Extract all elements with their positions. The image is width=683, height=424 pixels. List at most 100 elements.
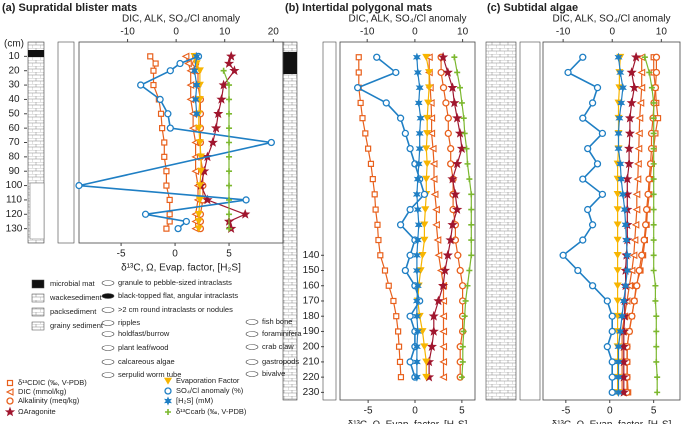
data-point [420, 221, 429, 229]
data-point [459, 358, 466, 365]
data-point [374, 221, 381, 228]
y-tick-label: 100 [6, 180, 23, 191]
data-point [613, 297, 622, 305]
series-line [428, 57, 463, 378]
data-point [416, 113, 425, 123]
top-axis-label: DIC, ALK, SO₄/Cl anomaly [122, 14, 240, 25]
data-point [220, 67, 227, 74]
data-point [579, 236, 587, 244]
data-point [652, 53, 661, 61]
plot-frame [78, 41, 284, 244]
data-point [447, 160, 455, 168]
top-axis-label: DIC, ALK, SO₄/Cl anomaly [552, 14, 670, 25]
data-point [355, 69, 362, 76]
data-point [650, 191, 657, 198]
data-point [166, 211, 173, 218]
lithology-a [27, 41, 75, 244]
data-point [608, 373, 616, 381]
data-point [202, 194, 213, 205]
data-point [449, 97, 460, 108]
data-point [463, 145, 470, 152]
panel-title: (c) Subtidal algae [487, 2, 578, 14]
data-point [613, 267, 622, 275]
data-point [630, 51, 642, 62]
data-point [396, 358, 404, 366]
legend-label: Alkalinity (meq/kg) [18, 396, 80, 405]
data-point [579, 53, 587, 61]
data-point [424, 99, 433, 107]
data-point [454, 128, 466, 138]
data-point [375, 236, 382, 244]
legend-icon [245, 331, 259, 337]
x-tick-label: 5 [226, 249, 232, 260]
plot-frame [542, 41, 681, 401]
data-point [617, 98, 626, 108]
y-tick-label: 70 [8, 137, 20, 148]
y-tick-label: 50 [8, 108, 20, 119]
data-point [464, 160, 471, 167]
legend-label: bivalve [262, 369, 285, 378]
data-point [468, 252, 475, 259]
data-point [226, 110, 233, 117]
data-point [630, 236, 639, 244]
data-point [648, 84, 655, 91]
data-point [456, 143, 468, 154]
legend-label: Evaporation Factor [176, 376, 240, 385]
y-tick-label: 160 [303, 280, 320, 291]
data-point [617, 174, 626, 184]
data-point [164, 110, 172, 118]
data-point [421, 206, 430, 214]
legend-label: microbial mat [50, 279, 96, 288]
data-point [468, 206, 475, 213]
x2-tick-label: 0 [173, 27, 179, 38]
x-tick-label: -5 [117, 249, 126, 260]
data-point [439, 312, 448, 321]
data-point [192, 51, 201, 62]
data-point [413, 205, 422, 215]
data-point [613, 251, 622, 259]
y-tick-label: 90 [8, 166, 20, 177]
data-point [579, 114, 587, 122]
data-point [613, 221, 622, 229]
data-point [653, 313, 660, 320]
data-point [641, 54, 648, 61]
data-point [458, 99, 465, 106]
x-tick-label: 5 [459, 406, 465, 417]
data-point [161, 153, 168, 160]
data-point [427, 129, 436, 138]
data-point [650, 237, 657, 244]
legend-icon [245, 371, 259, 377]
data-point [413, 281, 422, 291]
data-point [635, 129, 643, 138]
data-point [623, 250, 632, 260]
depth-unit: (cm) [4, 39, 24, 50]
data-point [444, 129, 452, 138]
data-point [615, 113, 624, 123]
data-point [194, 225, 203, 233]
data-point [191, 94, 200, 104]
data-point [632, 190, 641, 199]
data-point [634, 144, 643, 153]
data-point [429, 175, 438, 183]
data-point [372, 206, 379, 213]
data-point [641, 221, 650, 229]
data-point [620, 205, 629, 215]
y-tick-label: 180 [303, 311, 320, 322]
data-point [229, 65, 240, 76]
data-point [422, 53, 431, 61]
legend-icon [101, 372, 115, 378]
data-point [226, 182, 233, 189]
data-point [468, 191, 475, 198]
data-point [412, 52, 421, 62]
data-point [186, 81, 195, 89]
data-point [613, 191, 622, 198]
legend-label: granule to pebble-sized intraclasts [118, 278, 232, 287]
data-point [226, 211, 233, 218]
data-point [588, 99, 597, 107]
data-point [437, 280, 449, 291]
series-line [428, 57, 445, 378]
data-point [445, 234, 456, 245]
x2-tick-label: -10 [120, 27, 135, 38]
data-point [613, 236, 622, 244]
legend-swatch [31, 279, 45, 289]
